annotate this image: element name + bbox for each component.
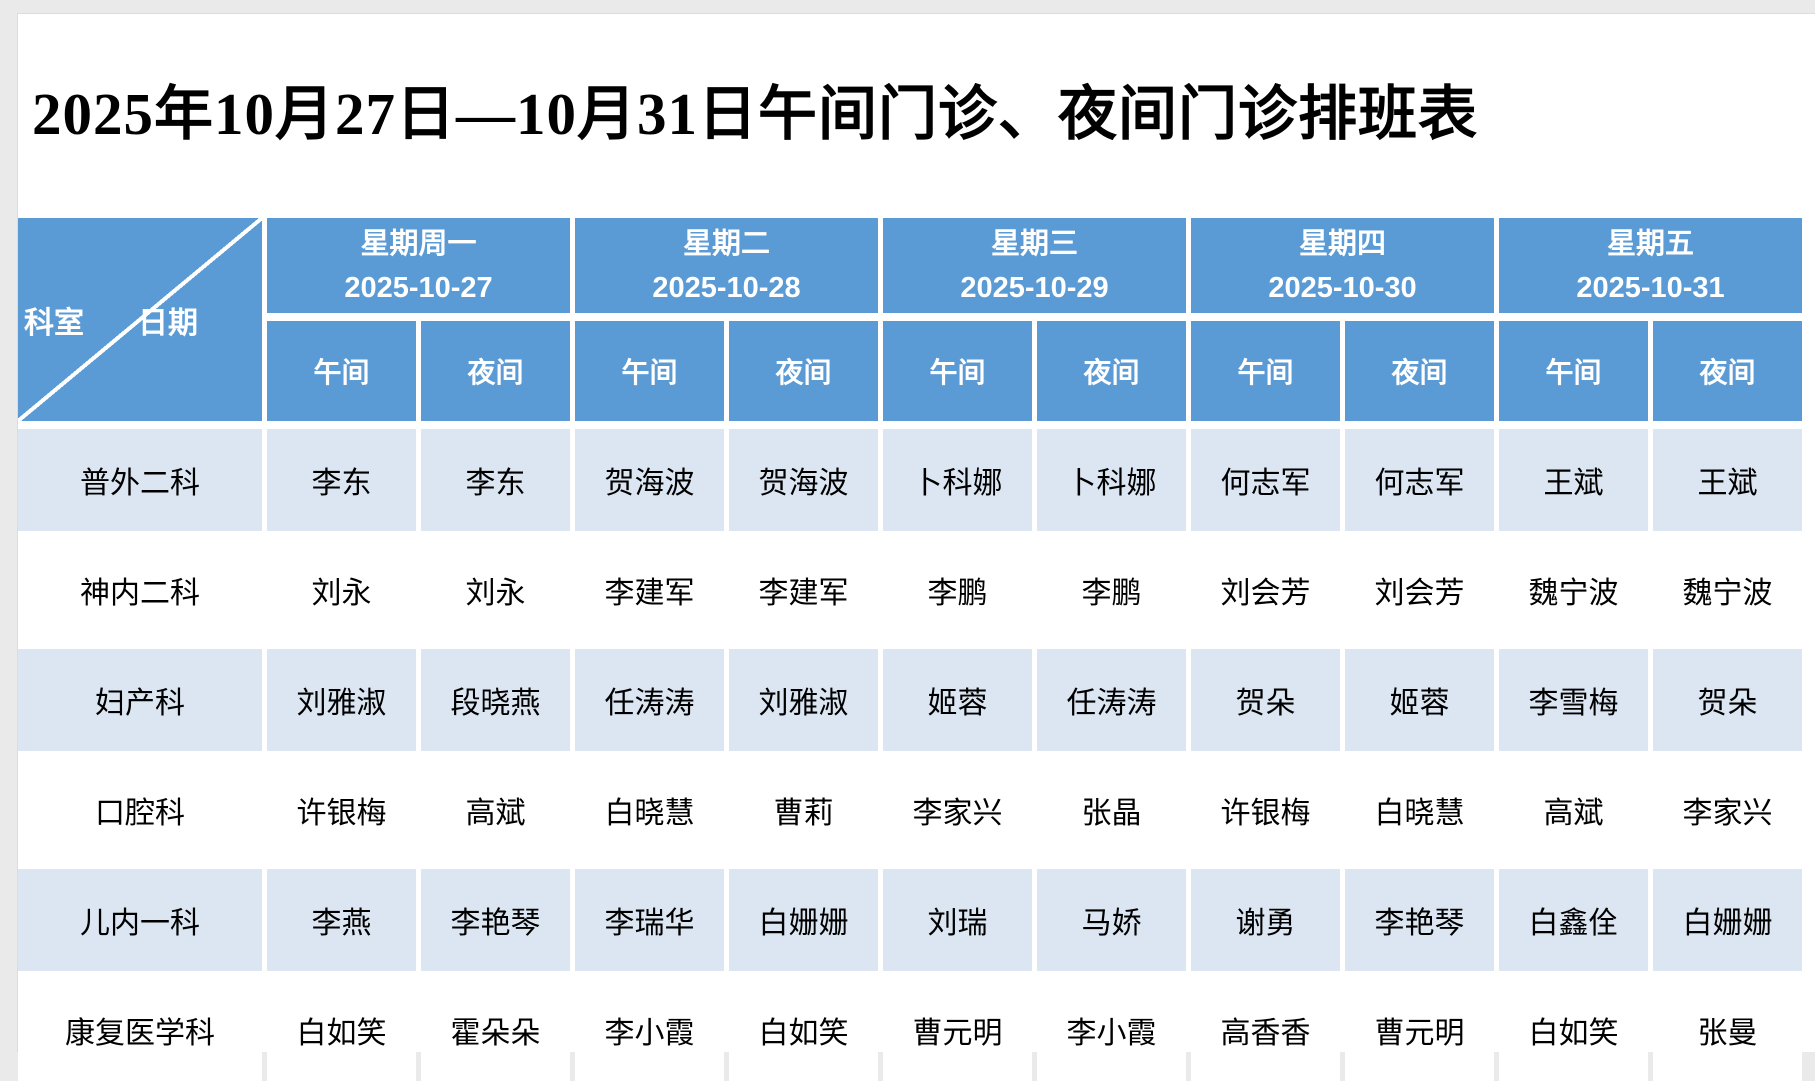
- schedule-cell: 李燕: [267, 869, 416, 971]
- schedule-cell: 谢勇: [1191, 869, 1340, 971]
- schedule-cell: 何志军: [1191, 429, 1340, 531]
- schedule-cell: 李艳琴: [1345, 869, 1494, 971]
- day-name: 星期四: [1298, 227, 1386, 260]
- schedule-cell: 姬蓉: [883, 649, 1032, 751]
- day-date: 2025-10-27: [344, 271, 493, 304]
- day-header-wednesday: 星期三 2025-10-29: [883, 218, 1186, 313]
- schedule-cell: 卜科娜: [1037, 429, 1186, 531]
- schedule-cell: 卜科娜: [883, 429, 1032, 531]
- shift-header-noon: 午间: [1499, 321, 1648, 421]
- schedule-cell: 李东: [267, 429, 416, 531]
- schedule-cell: 贺海波: [575, 429, 724, 531]
- schedule-cell: 李家兴: [883, 759, 1032, 861]
- department-cell: 儿内一科: [18, 869, 262, 971]
- schedule-cell: 任涛涛: [1037, 649, 1186, 751]
- schedule-cell: 张晶: [1037, 759, 1186, 861]
- day-header-tuesday: 星期二 2025-10-28: [575, 218, 878, 313]
- day-name: 星期周一: [360, 227, 477, 260]
- page-title: 2025年10月27日—10月31日午间门诊、夜间门诊排班表: [32, 81, 1479, 147]
- day-date: 2025-10-29: [960, 271, 1109, 304]
- schedule-cell: 白晓慧: [575, 759, 724, 861]
- schedule-cell: 李东: [421, 429, 570, 531]
- schedule-cell: 刘雅淑: [267, 649, 416, 751]
- department-cell: 口腔科: [18, 759, 262, 861]
- shift-header-noon: 午间: [1191, 321, 1340, 421]
- date-axis-label: 日期: [138, 306, 198, 340]
- schedule-cell: 曹元明: [1345, 979, 1494, 1081]
- schedule-cell: 刘瑞: [883, 869, 1032, 971]
- department-cell: 神内二科: [18, 539, 262, 641]
- day-header-thursday: 星期四 2025-10-30: [1191, 218, 1494, 313]
- schedule-cell: 白如笑: [729, 979, 878, 1081]
- schedule-cell: 贺朵: [1653, 649, 1802, 751]
- shift-header-noon: 午间: [267, 321, 416, 421]
- schedule-cell: 李建军: [729, 539, 878, 641]
- schedule-cell: 曹元明: [883, 979, 1032, 1081]
- schedule-cell: 许银梅: [1191, 759, 1340, 861]
- schedule-cell: 贺朵: [1191, 649, 1340, 751]
- day-name: 星期二: [682, 227, 770, 260]
- department-cell: 普外二科: [18, 429, 262, 531]
- shift-header-night: 夜间: [729, 321, 878, 421]
- schedule-cell: 李艳琴: [421, 869, 570, 971]
- shift-header-night: 夜间: [1037, 321, 1186, 421]
- schedule-cell: 刘雅淑: [729, 649, 878, 751]
- schedule-cell: 张曼: [1653, 979, 1802, 1081]
- schedule-cell: 李雪梅: [1499, 649, 1648, 751]
- day-name: 星期五: [1606, 227, 1694, 260]
- schedule-cell: 贺海波: [729, 429, 878, 531]
- day-date: 2025-10-31: [1576, 271, 1725, 304]
- schedule-cell: 李鹏: [883, 539, 1032, 641]
- schedule-cell: 魏宁波: [1653, 539, 1802, 641]
- day-header-monday: 星期周一 2025-10-27: [267, 218, 570, 313]
- schedule-cell: 刘永: [267, 539, 416, 641]
- schedule-cell: 刘会芳: [1191, 539, 1340, 641]
- schedule-cell: 白姗姗: [1653, 869, 1802, 971]
- day-name: 星期三: [990, 227, 1078, 260]
- shift-header-night: 夜间: [1653, 321, 1802, 421]
- department-cell: 康复医学科: [18, 979, 262, 1081]
- schedule-cell: 何志军: [1345, 429, 1494, 531]
- schedule-cell: 许银梅: [267, 759, 416, 861]
- schedule-cell: 段晓燕: [421, 649, 570, 751]
- shift-header-noon: 午间: [883, 321, 1032, 421]
- document-page: 2025年10月27日—10月31日午间门诊、夜间门诊排班表 科室 日期 星期周…: [17, 13, 1815, 1081]
- schedule-cell: 霍朵朵: [421, 979, 570, 1081]
- schedule-cell: 魏宁波: [1499, 539, 1648, 641]
- shift-header-noon: 午间: [575, 321, 724, 421]
- department-cell: 妇产科: [18, 649, 262, 751]
- schedule-cell: 李小霞: [575, 979, 724, 1081]
- schedule-cell: 白鑫佺: [1499, 869, 1648, 971]
- schedule-cell: 王斌: [1499, 429, 1648, 531]
- schedule-cell: 白晓慧: [1345, 759, 1494, 861]
- schedule-cell: 李瑞华: [575, 869, 724, 971]
- day-date: 2025-10-30: [1268, 271, 1417, 304]
- schedule-cell: 任涛涛: [575, 649, 724, 751]
- schedule-cell: 刘会芳: [1345, 539, 1494, 641]
- shift-header-night: 夜间: [421, 321, 570, 421]
- day-date: 2025-10-28: [652, 271, 801, 304]
- schedule-cell: 李小霞: [1037, 979, 1186, 1081]
- day-header-friday: 星期五 2025-10-31: [1499, 218, 1802, 313]
- schedule-cell: 姬蓉: [1345, 649, 1494, 751]
- schedule-cell: 刘永: [421, 539, 570, 641]
- schedule-cell: 高斌: [1499, 759, 1648, 861]
- schedule-cell: 白姗姗: [729, 869, 878, 971]
- corner-cell: 科室 日期: [18, 218, 262, 421]
- schedule-cell: 王斌: [1653, 429, 1802, 531]
- department-axis-label: 科室: [24, 306, 84, 340]
- schedule-table: 科室 日期 星期周一 2025-10-27 星期二 2025-10-28 星期三…: [18, 218, 1802, 1081]
- schedule-cell: 曹莉: [729, 759, 878, 861]
- schedule-cell: 李建军: [575, 539, 724, 641]
- schedule-cell: 高香香: [1191, 979, 1340, 1081]
- schedule-cell: 李家兴: [1653, 759, 1802, 861]
- schedule-cell: 李鹏: [1037, 539, 1186, 641]
- schedule-cell: 马娇: [1037, 869, 1186, 971]
- shift-header-night: 夜间: [1345, 321, 1494, 421]
- schedule-cell: 白如笑: [1499, 979, 1648, 1081]
- schedule-cell: 高斌: [421, 759, 570, 861]
- schedule-cell: 白如笑: [267, 979, 416, 1081]
